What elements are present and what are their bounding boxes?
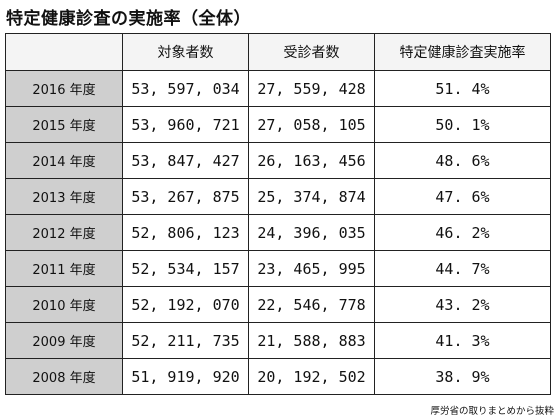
table-row: 2016 年度 53, 597, 034 27, 559, 428 51. 4% [5,70,551,107]
year-cell: 2009 年度 [5,322,123,359]
table-row: 2011 年度 52, 534, 157 23, 465, 995 44. 7% [5,250,551,287]
examined-count-cell: 23, 465, 995 [248,250,375,287]
examined-count-cell: 27, 559, 428 [248,70,375,107]
checkup-rate-cell: 44. 7% [374,250,551,287]
target-count-cell: 53, 597, 034 [122,70,249,107]
examined-count-cell: 26, 163, 456 [248,142,375,179]
checkup-rate-cell: 46. 2% [374,214,551,251]
checkup-rate-cell: 41. 3% [374,322,551,359]
table-row: 2015 年度 53, 960, 721 27, 058, 105 50. 1% [5,106,551,143]
table-row: 2010 年度 52, 192, 070 22, 546, 778 43. 2% [5,286,551,323]
checkup-rate-cell: 50. 1% [374,106,551,143]
year-cell: 2016 年度 [5,70,123,107]
checkup-rate-cell: 51. 4% [374,70,551,107]
table-row: 2014 年度 53, 847, 427 26, 163, 456 48. 6% [5,142,551,179]
examined-count-cell: 25, 374, 874 [248,178,375,215]
table-header-row: 対象者数 受診者数 特定健康診査実施率 [5,33,551,71]
checkup-rate-cell: 43. 2% [374,286,551,323]
target-count-cell: 52, 192, 070 [122,286,249,323]
target-count-cell: 52, 534, 157 [122,250,249,287]
checkup-rate-header: 特定健康診査実施率 [374,33,551,71]
source-note: 厚労省の取りまとめから抜粋 [430,406,554,417]
examined-count-cell: 20, 192, 502 [248,358,375,395]
health-checkup-table: 対象者数 受診者数 特定健康診査実施率 2016 年度 53, 597, 034… [5,33,551,395]
year-cell: 2010 年度 [5,286,123,323]
year-cell: 2013 年度 [5,178,123,215]
corner-header-cell [5,33,123,71]
checkup-rate-cell: 48. 6% [374,142,551,179]
examined-count-cell: 27, 058, 105 [248,106,375,143]
target-count-cell: 53, 960, 721 [122,106,249,143]
table-row: 2008 年度 51, 919, 920 20, 192, 502 38. 9% [5,358,551,395]
year-cell: 2014 年度 [5,142,123,179]
target-count-cell: 51, 919, 920 [122,358,249,395]
year-cell: 2008 年度 [5,358,123,395]
target-count-cell: 52, 806, 123 [122,214,249,251]
table-row: 2013 年度 53, 267, 875 25, 374, 874 47. 6% [5,178,551,215]
page-title: 特定健康診査の実施率（全体） [6,9,251,29]
year-cell: 2012 年度 [5,214,123,251]
examined-count-header: 受診者数 [248,33,375,71]
examined-count-cell: 24, 396, 035 [248,214,375,251]
checkup-rate-cell: 38. 9% [374,358,551,395]
target-count-cell: 52, 211, 735 [122,322,249,359]
examined-count-cell: 22, 546, 778 [248,286,375,323]
examined-count-cell: 21, 588, 883 [248,322,375,359]
checkup-rate-cell: 47. 6% [374,178,551,215]
year-cell: 2011 年度 [5,250,123,287]
table-row: 2012 年度 52, 806, 123 24, 396, 035 46. 2% [5,214,551,251]
target-count-cell: 53, 267, 875 [122,178,249,215]
year-cell: 2015 年度 [5,106,123,143]
target-count-header: 対象者数 [122,33,249,71]
table-row: 2009 年度 52, 211, 735 21, 588, 883 41. 3% [5,322,551,359]
target-count-cell: 53, 847, 427 [122,142,249,179]
